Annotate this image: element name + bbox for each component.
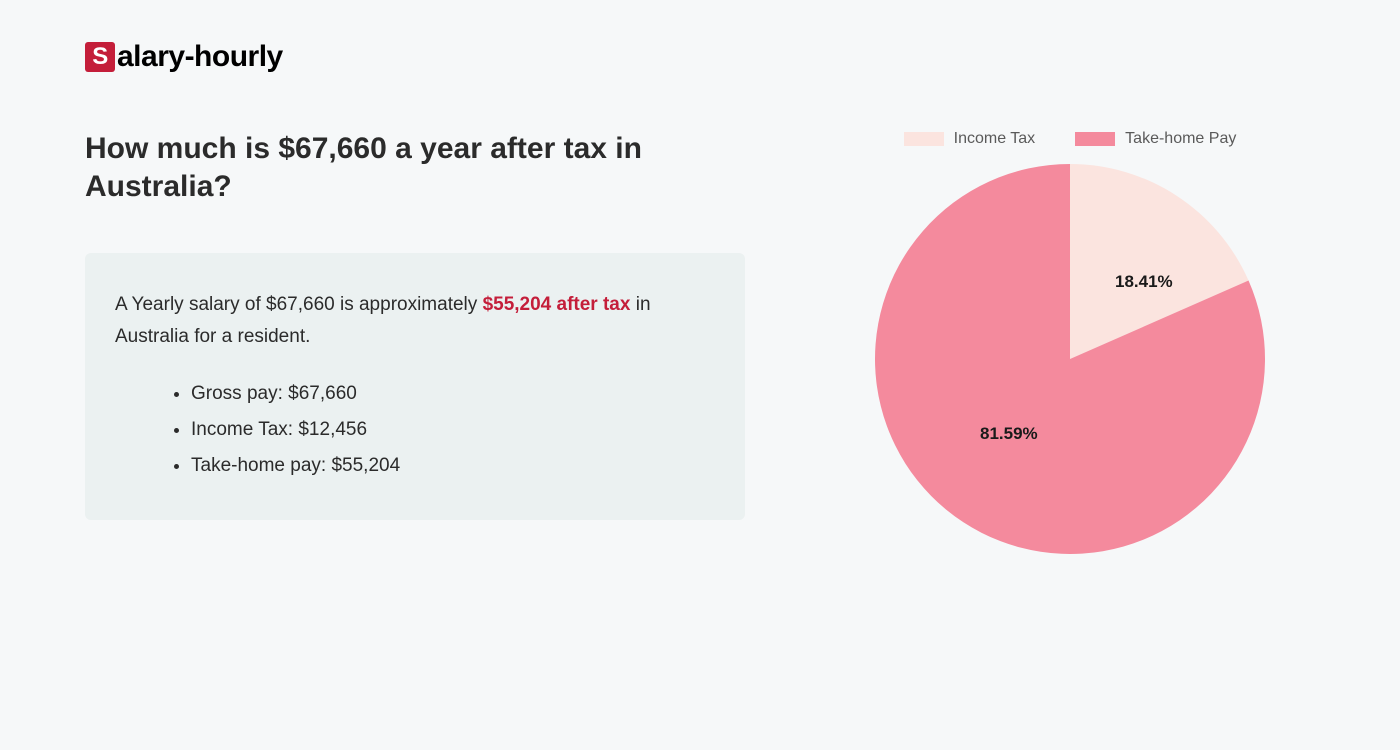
summary-highlight: $55,204 after tax	[483, 294, 631, 315]
slice-label-income-tax: 18.41%	[1115, 272, 1173, 292]
legend-item-take-home: Take-home Pay	[1075, 130, 1236, 148]
list-item: Take-home pay: $55,204	[191, 448, 715, 484]
left-column: How much is $67,660 a year after tax in …	[85, 130, 745, 520]
legend-label: Income Tax	[954, 130, 1036, 148]
site-logo: Salary-hourly	[85, 40, 1315, 74]
right-column: Income Tax Take-home Pay 18.41% 81.59%	[825, 130, 1315, 554]
legend-item-income-tax: Income Tax	[904, 130, 1036, 148]
bullet-list: Gross pay: $67,660 Income Tax: $12,456 T…	[115, 376, 715, 484]
legend-label: Take-home Pay	[1125, 130, 1236, 148]
list-item: Income Tax: $12,456	[191, 412, 715, 448]
summary-pre: A Yearly salary of $67,660 is approximat…	[115, 294, 483, 315]
logo-badge: S	[85, 42, 115, 72]
summary-text: A Yearly salary of $67,660 is approximat…	[115, 289, 715, 354]
chart-legend: Income Tax Take-home Pay	[825, 130, 1315, 148]
list-item: Gross pay: $67,660	[191, 376, 715, 412]
page-title: How much is $67,660 a year after tax in …	[85, 130, 745, 205]
page-container: Salary-hourly How much is $67,660 a year…	[0, 0, 1400, 554]
logo-text: alary-hourly	[117, 40, 283, 74]
legend-swatch	[1075, 132, 1115, 146]
pie-chart: 18.41% 81.59%	[875, 164, 1265, 554]
info-box: A Yearly salary of $67,660 is approximat…	[85, 253, 745, 520]
legend-swatch	[904, 132, 944, 146]
content-row: How much is $67,660 a year after tax in …	[85, 130, 1315, 554]
slice-label-take-home: 81.59%	[980, 424, 1038, 444]
pie-svg	[875, 164, 1265, 554]
